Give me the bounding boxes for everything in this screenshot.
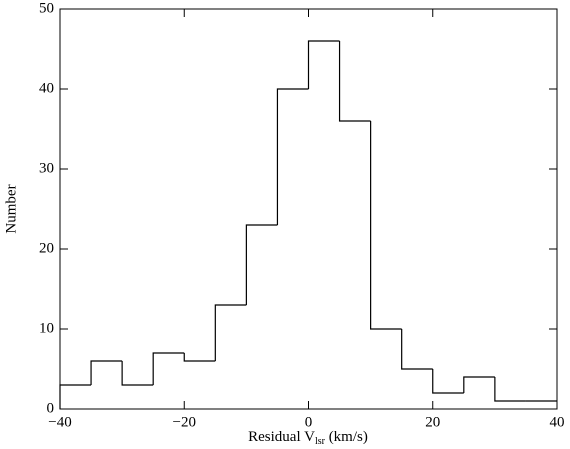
x-tick-label: 40 <box>550 414 565 430</box>
x-axis-label: Residual Vlsr (km/s) <box>248 429 368 447</box>
histogram-bin <box>463 376 495 393</box>
histogram-bin <box>214 304 247 361</box>
histogram-bin <box>276 88 309 225</box>
histogram-bin <box>90 360 123 385</box>
x-axis-label-unit: (km/s) <box>325 429 368 445</box>
x-axis-label-main: Residual V <box>248 429 315 445</box>
y-tick-label: 40 <box>39 80 54 96</box>
histogram-bin <box>121 361 154 386</box>
histogram-bin <box>59 384 92 409</box>
y-tick-label: 10 <box>39 320 54 336</box>
x-tick-label: 20 <box>425 414 440 430</box>
x-tick-label: −40 <box>48 414 71 430</box>
y-tick-label: 0 <box>47 400 55 416</box>
histogram-bin <box>245 224 278 305</box>
histogram-bin <box>494 377 526 402</box>
histogram-bin <box>370 121 402 330</box>
histogram-bin <box>338 41 371 122</box>
histogram-bin <box>432 369 464 394</box>
x-axis-label-sub: lsr <box>315 436 326 447</box>
x-tick-label: 0 <box>305 414 313 430</box>
y-axis-label: Number <box>3 184 19 233</box>
x-tick-label: −20 <box>173 414 196 430</box>
histogram-bin <box>401 329 433 370</box>
histogram-bin <box>152 352 185 385</box>
histogram-bin <box>307 40 340 89</box>
y-tick-label: 20 <box>39 240 54 256</box>
y-tick-label: 50 <box>39 0 54 16</box>
y-tick-label: 30 <box>39 160 54 176</box>
histogram-bin <box>183 353 216 362</box>
